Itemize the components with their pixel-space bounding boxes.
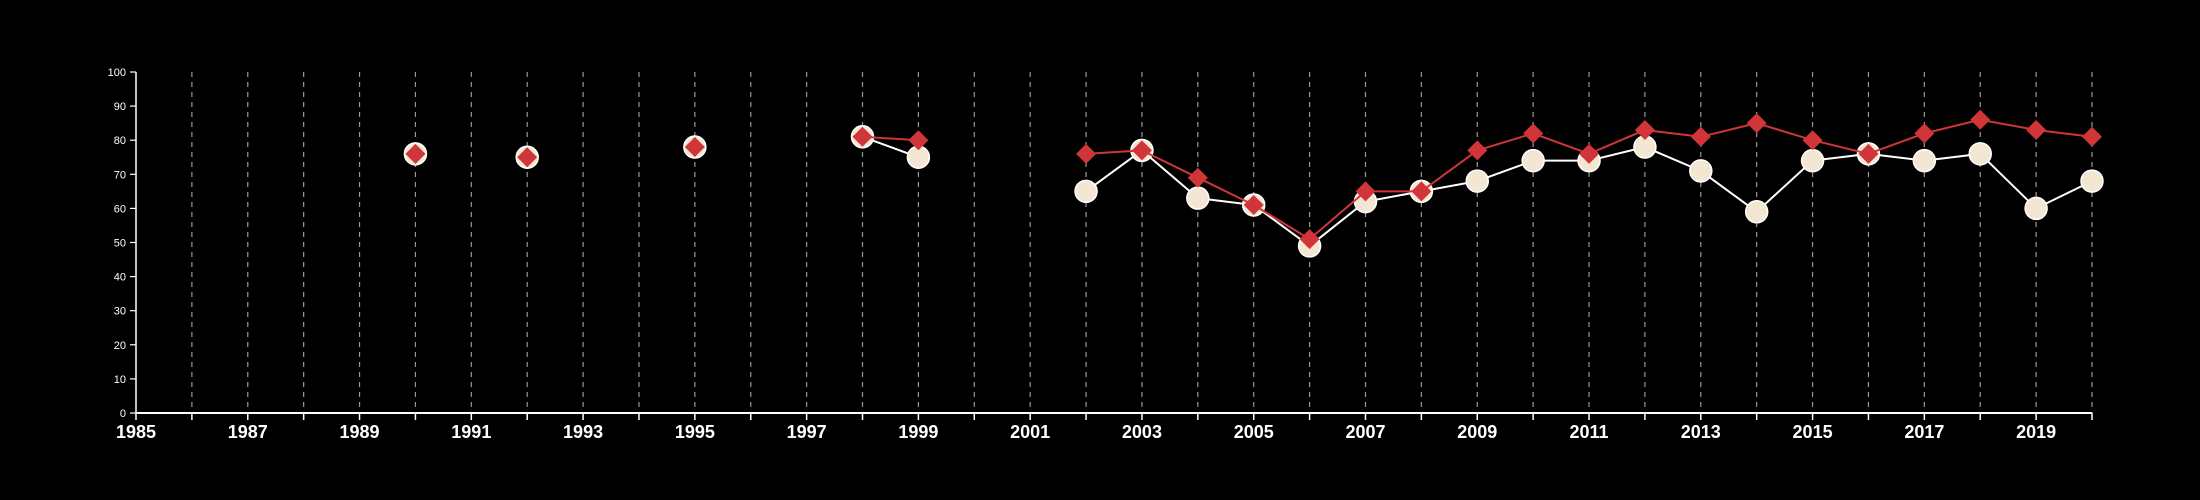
series-1-line bbox=[862, 118, 2093, 240]
diamond-point-2003 bbox=[1131, 140, 1152, 161]
diamond-point-2019 bbox=[2026, 119, 2047, 140]
y-tick-label-70: 70 bbox=[114, 169, 126, 181]
series-1-segment bbox=[1141, 149, 1199, 179]
diamond-point-2007 bbox=[1355, 181, 1376, 202]
x-axis: 1985 1987 1989 1991 1993 1995 1997 1999 2001 2003… bbox=[116, 412, 2093, 442]
series-1-markers bbox=[405, 109, 2102, 250]
series-1-segment bbox=[1868, 132, 1925, 155]
series-1-segment bbox=[1420, 149, 1478, 193]
series-1-segment bbox=[1812, 139, 1869, 155]
series-0-segment bbox=[1979, 153, 2037, 210]
x-tick-label-1985: 1985 bbox=[116, 422, 156, 442]
series-0-segment bbox=[1141, 149, 1199, 199]
x-tick-label-1995: 1995 bbox=[675, 422, 715, 442]
x-tick-label-2007: 2007 bbox=[1345, 422, 1385, 442]
circle-point-2009 bbox=[1465, 169, 1490, 193]
diamond-point-2009 bbox=[1467, 140, 1488, 161]
series-layer bbox=[403, 109, 2104, 258]
series-1-segment bbox=[1197, 176, 1255, 206]
diamond-point-2006 bbox=[1299, 229, 1320, 250]
x-tick-label-1987: 1987 bbox=[228, 422, 268, 442]
x-tick-label-2003: 2003 bbox=[1122, 422, 1162, 442]
series-1-segment bbox=[1980, 118, 2037, 131]
diamond-point-2014 bbox=[1746, 113, 1767, 134]
series-1-segment bbox=[2035, 128, 2093, 138]
x-tick-label-2011: 2011 bbox=[1569, 422, 1608, 442]
series-1-segment bbox=[1700, 122, 1757, 138]
diamond-point-1992 bbox=[517, 147, 538, 168]
diamond-point-2020 bbox=[2082, 126, 2102, 147]
x-tick-label-2013: 2013 bbox=[1681, 422, 1721, 442]
series-1-segment bbox=[1588, 129, 1646, 155]
series-1-segment bbox=[1756, 122, 1813, 142]
series-1-segment bbox=[1924, 118, 1981, 135]
circle-point-2002 bbox=[1074, 179, 1098, 204]
y-tick-label-60: 60 bbox=[114, 203, 126, 215]
diamond-point-1995 bbox=[684, 137, 705, 158]
diamond-point-1990 bbox=[405, 143, 426, 164]
diamond-point-1998 bbox=[852, 126, 873, 147]
x-tick-label-1991: 1991 bbox=[451, 422, 491, 442]
circle-point-2010 bbox=[1521, 148, 1545, 173]
y-tick-label-50: 50 bbox=[114, 238, 126, 250]
x-tick-label-2017: 2017 bbox=[1904, 422, 1944, 442]
y-tick-label-100: 100 bbox=[108, 67, 126, 79]
diamond-point-2008 bbox=[1411, 181, 1432, 202]
diamond-point-2018 bbox=[1970, 109, 1991, 130]
diamond-point-2005 bbox=[1243, 194, 1264, 215]
y-tick-label-90: 90 bbox=[114, 101, 126, 113]
circle-point-2013 bbox=[1689, 159, 1713, 183]
diamond-point-2013 bbox=[1690, 126, 1711, 147]
series-1-segment bbox=[1253, 204, 1311, 240]
series-1-segment bbox=[1644, 128, 1701, 138]
x-tick-label-1997: 1997 bbox=[787, 422, 827, 442]
x-tick-label-2009: 2009 bbox=[1457, 422, 1497, 442]
series-1-segment bbox=[1308, 190, 1367, 240]
series-0-segment bbox=[1756, 159, 1814, 213]
diamond-point-2015 bbox=[1802, 130, 1823, 151]
series-1-segment bbox=[1476, 132, 1534, 152]
circle-point-2019 bbox=[2024, 196, 2048, 221]
circle-point-2017 bbox=[1912, 148, 1937, 173]
x-tick-label-1989: 1989 bbox=[340, 422, 380, 442]
circle-point-2015 bbox=[1800, 148, 1825, 173]
diamond-point-2002 bbox=[1076, 143, 1097, 164]
diamond-point-2016 bbox=[1858, 143, 1879, 164]
x-tick-label-2005: 2005 bbox=[1234, 422, 1274, 442]
y-tick-label-20: 20 bbox=[114, 340, 126, 352]
y-axis: 0 10 20 30 40 50 60 70 80 90 100 bbox=[108, 67, 137, 420]
series-1-segment bbox=[1532, 132, 1590, 155]
diamond-point-2004 bbox=[1187, 167, 1208, 188]
circle-point-2020 bbox=[2080, 169, 2104, 193]
x-tick-label-2001: 2001 bbox=[1010, 422, 1050, 442]
circle-point-2018 bbox=[1968, 142, 1992, 166]
y-tick-label-80: 80 bbox=[114, 135, 126, 147]
y-tick-label-0: 0 bbox=[120, 408, 126, 420]
x-tick-label-1993: 1993 bbox=[563, 422, 603, 442]
diamond-point-2011 bbox=[1579, 143, 1600, 164]
y-tick-label-30: 30 bbox=[114, 306, 126, 318]
diamond-point-2012 bbox=[1634, 119, 1655, 140]
circle-point-2004 bbox=[1186, 186, 1210, 210]
x-tick-label-1999: 1999 bbox=[898, 422, 938, 442]
diamond-point-1999 bbox=[908, 130, 929, 151]
y-tick-label-10: 10 bbox=[114, 374, 126, 386]
x-tick-label-2019: 2019 bbox=[2016, 422, 2056, 442]
y-tick-label-40: 40 bbox=[114, 272, 126, 284]
diamond-point-2010 bbox=[1523, 123, 1544, 144]
circle-point-2014 bbox=[1744, 200, 1769, 224]
grid-lines bbox=[191, 72, 2093, 413]
diamond-point-2017 bbox=[1914, 123, 1935, 144]
x-tick-label-2015: 2015 bbox=[1793, 422, 1833, 442]
